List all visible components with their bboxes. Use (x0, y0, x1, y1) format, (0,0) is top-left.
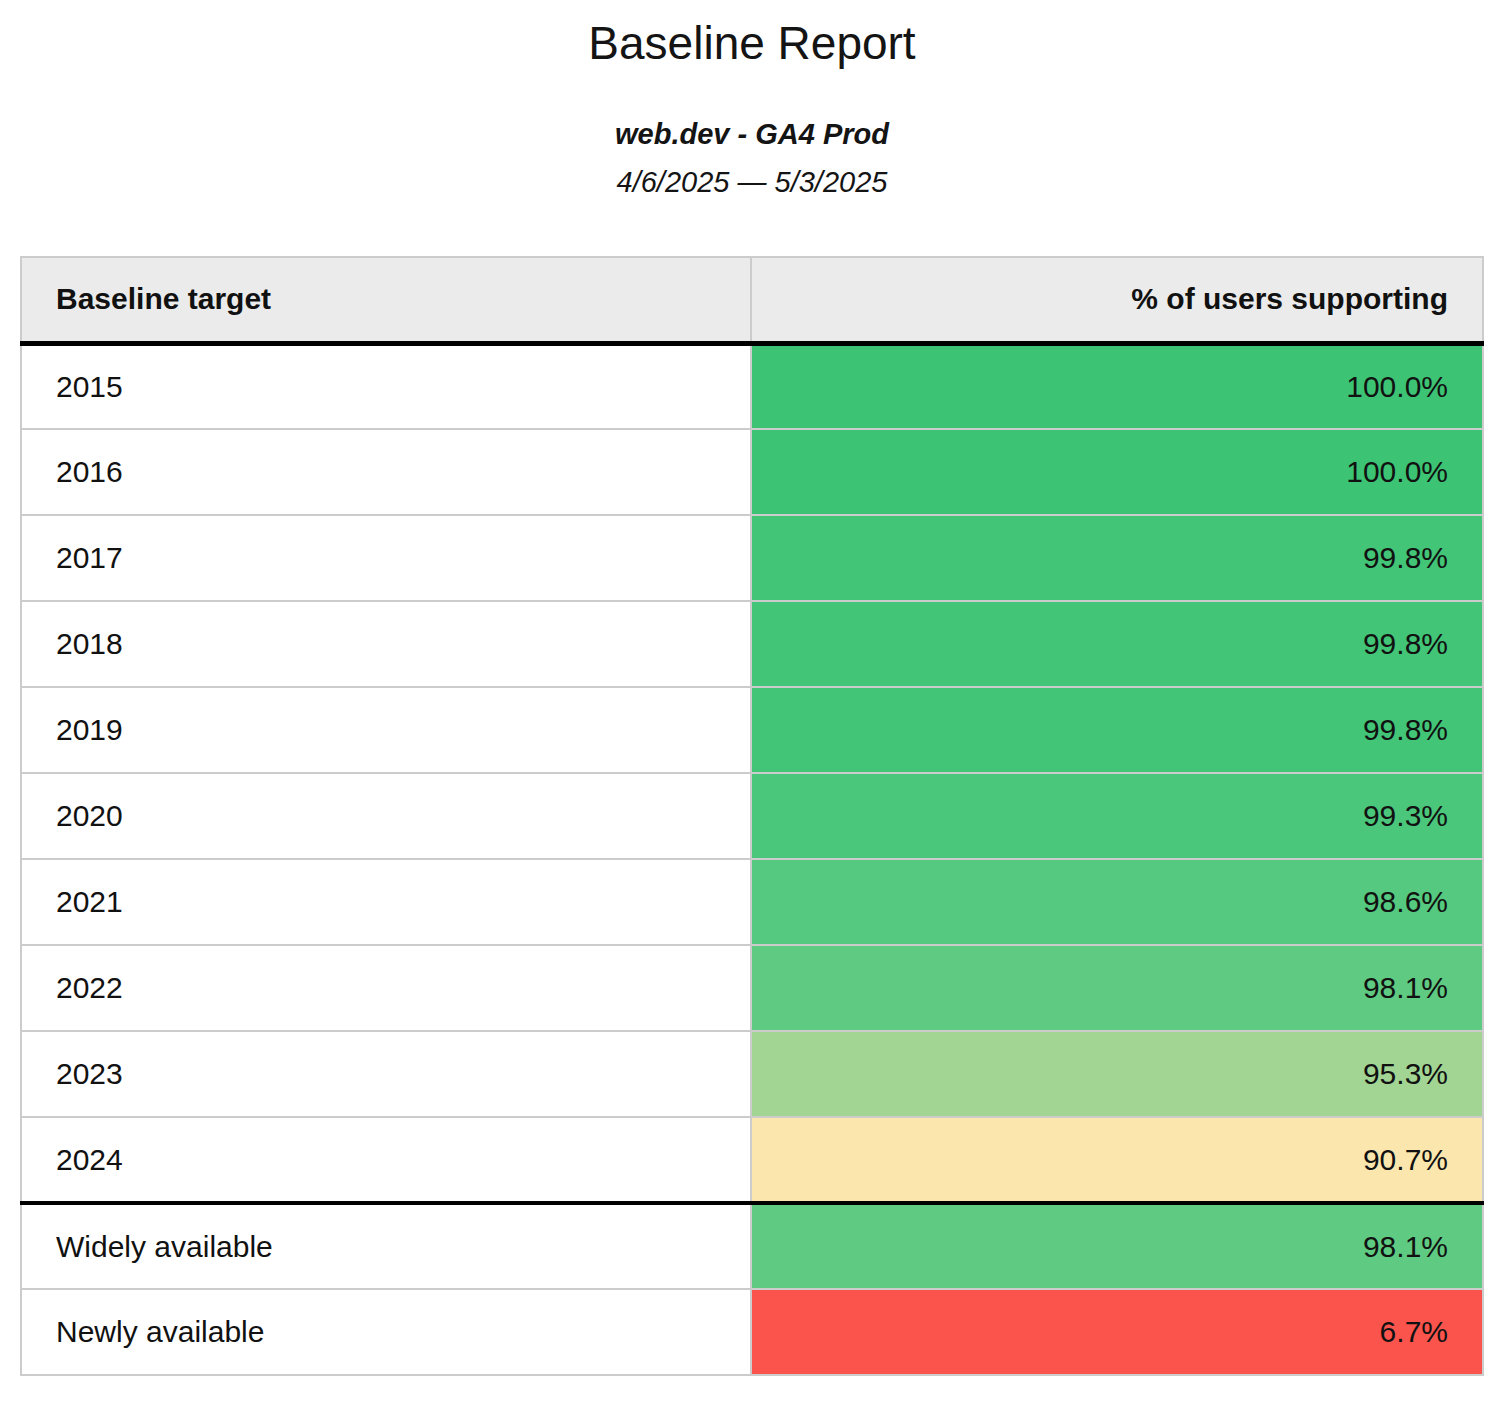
table-row: 201899.8% (21, 601, 1483, 687)
column-header-percent-users: % of users supporting (751, 257, 1483, 343)
table-row: 202298.1% (21, 945, 1483, 1031)
percent-supporting-cell: 6.7% (751, 1289, 1483, 1375)
baseline-target-cell: 2018 (21, 601, 751, 687)
percent-supporting-cell: 98.1% (751, 1203, 1483, 1289)
percent-supporting-cell: 100.0% (751, 343, 1483, 429)
baseline-target-cell: 2021 (21, 859, 751, 945)
report-date-range: 4/6/2025 — 5/3/2025 (0, 166, 1504, 199)
percent-supporting-cell: 98.6% (751, 859, 1483, 945)
column-header-baseline-target: Baseline target (21, 257, 751, 343)
baseline-target-cell: 2019 (21, 687, 751, 773)
baseline-target-cell: Newly available (21, 1289, 751, 1375)
baseline-table: Baseline target % of users supporting 20… (20, 256, 1484, 1376)
baseline-target-cell: 2015 (21, 343, 751, 429)
table-row: Newly available6.7% (21, 1289, 1483, 1375)
report-page: Baseline Report web.dev - GA4 Prod 4/6/2… (0, 16, 1504, 1426)
percent-supporting-cell: 99.8% (751, 601, 1483, 687)
percent-supporting-cell: 90.7% (751, 1117, 1483, 1203)
report-title: Baseline Report (0, 16, 1504, 70)
percent-supporting-cell: 99.3% (751, 773, 1483, 859)
report-property: web.dev - GA4 Prod (0, 118, 1504, 151)
table-row: 202490.7% (21, 1117, 1483, 1203)
percent-supporting-cell: 100.0% (751, 429, 1483, 515)
table-row: 202198.6% (21, 859, 1483, 945)
table-body: 2015100.0%2016100.0%201799.8%201899.8%20… (21, 343, 1483, 1375)
table-row: 201799.8% (21, 515, 1483, 601)
baseline-target-cell: 2020 (21, 773, 751, 859)
percent-supporting-cell: 95.3% (751, 1031, 1483, 1117)
percent-supporting-cell: 99.8% (751, 515, 1483, 601)
baseline-target-cell: 2022 (21, 945, 751, 1031)
table-header-row: Baseline target % of users supporting (21, 257, 1483, 343)
table-row: 202099.3% (21, 773, 1483, 859)
table-row: 2015100.0% (21, 343, 1483, 429)
baseline-target-cell: Widely available (21, 1203, 751, 1289)
table-row: Widely available98.1% (21, 1203, 1483, 1289)
percent-supporting-cell: 98.1% (751, 945, 1483, 1031)
table-row: 2016100.0% (21, 429, 1483, 515)
baseline-target-cell: 2024 (21, 1117, 751, 1203)
baseline-target-cell: 2023 (21, 1031, 751, 1117)
percent-supporting-cell: 99.8% (751, 687, 1483, 773)
table-row: 202395.3% (21, 1031, 1483, 1117)
table-row: 201999.8% (21, 687, 1483, 773)
baseline-target-cell: 2017 (21, 515, 751, 601)
baseline-target-cell: 2016 (21, 429, 751, 515)
